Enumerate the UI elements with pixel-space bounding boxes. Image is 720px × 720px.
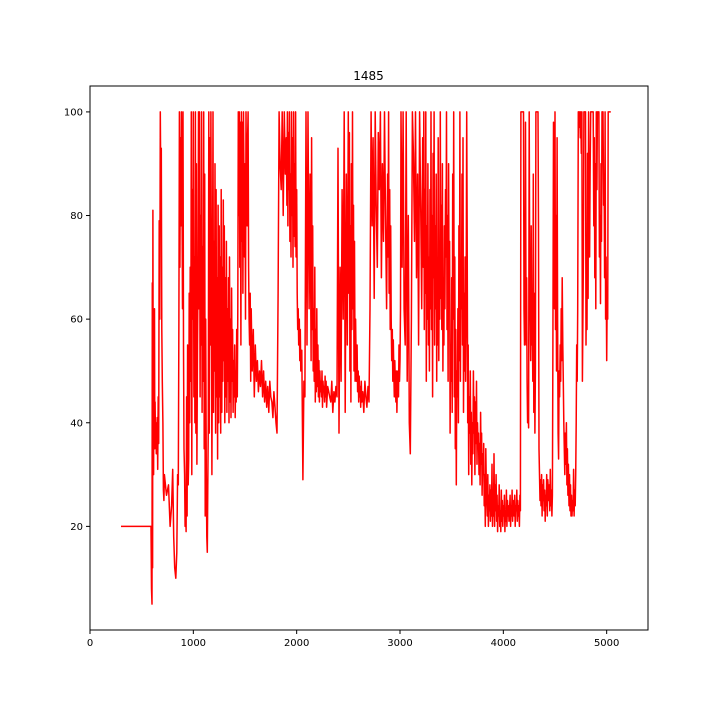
axes-frame xyxy=(89,85,649,631)
x-tick-label: 2000 xyxy=(284,638,309,649)
series-line-1 xyxy=(121,111,612,605)
x-tick-label: 1000 xyxy=(181,638,206,649)
y-tick-label: 20 xyxy=(70,522,83,533)
y-tick-label: 80 xyxy=(70,211,83,222)
plot-area xyxy=(121,111,612,605)
x-tick-label: 5000 xyxy=(594,638,619,649)
x-tick-label: 4000 xyxy=(491,638,516,649)
chart-title: 1485 xyxy=(353,69,384,83)
x-tick-label: 3000 xyxy=(387,638,412,649)
x-tick-label: 0 xyxy=(87,638,93,649)
y-tick-label: 100 xyxy=(64,107,83,118)
y-tick-label: 40 xyxy=(70,418,83,429)
axes: 0 1000 2000 3000 4000 5000 20 40 60 80 100 xyxy=(64,85,649,649)
y-tick-label: 60 xyxy=(70,315,83,326)
